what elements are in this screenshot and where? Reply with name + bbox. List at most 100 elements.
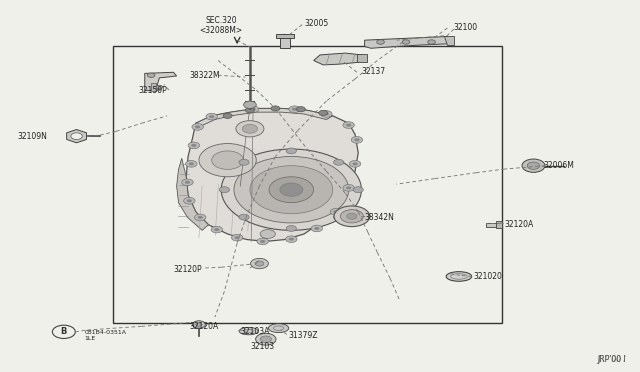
Circle shape bbox=[195, 125, 200, 128]
Polygon shape bbox=[145, 72, 177, 91]
Circle shape bbox=[187, 199, 192, 202]
Text: SEC.320
<32088M>: SEC.320 <32088M> bbox=[200, 16, 243, 35]
Text: JRP'00 I: JRP'00 I bbox=[597, 355, 626, 364]
Circle shape bbox=[333, 214, 344, 220]
Circle shape bbox=[212, 151, 244, 169]
Text: B: B bbox=[61, 327, 67, 336]
Circle shape bbox=[260, 336, 271, 343]
Text: 32137: 32137 bbox=[362, 67, 385, 76]
Polygon shape bbox=[196, 109, 333, 127]
Circle shape bbox=[346, 186, 351, 189]
Text: 38342N: 38342N bbox=[365, 213, 394, 222]
Circle shape bbox=[239, 214, 249, 220]
Circle shape bbox=[250, 166, 333, 214]
Circle shape bbox=[355, 138, 360, 141]
Bar bbox=[280, 36, 290, 48]
Circle shape bbox=[206, 113, 218, 120]
Text: 32006M: 32006M bbox=[543, 161, 574, 170]
Polygon shape bbox=[177, 158, 209, 230]
Text: 31379Z: 31379Z bbox=[288, 331, 317, 340]
Circle shape bbox=[286, 225, 296, 231]
Text: 32109N: 32109N bbox=[17, 132, 47, 141]
Circle shape bbox=[191, 144, 196, 147]
Circle shape bbox=[269, 177, 314, 203]
Circle shape bbox=[522, 159, 545, 172]
Circle shape bbox=[186, 161, 197, 167]
Bar bbox=[113, 46, 502, 323]
Circle shape bbox=[236, 121, 264, 137]
Circle shape bbox=[289, 106, 300, 112]
Circle shape bbox=[188, 142, 200, 149]
Circle shape bbox=[349, 161, 361, 167]
Circle shape bbox=[286, 148, 296, 154]
Circle shape bbox=[192, 124, 204, 130]
Circle shape bbox=[351, 137, 363, 143]
Circle shape bbox=[527, 162, 540, 169]
Polygon shape bbox=[67, 129, 86, 143]
Bar bbox=[151, 83, 156, 91]
Circle shape bbox=[182, 179, 193, 186]
Text: 32005: 32005 bbox=[304, 19, 328, 28]
Polygon shape bbox=[444, 36, 454, 45]
Circle shape bbox=[250, 259, 268, 269]
Circle shape bbox=[196, 323, 202, 326]
Circle shape bbox=[353, 162, 358, 165]
Bar bbox=[496, 221, 502, 228]
Circle shape bbox=[246, 108, 254, 113]
Circle shape bbox=[292, 108, 297, 111]
Circle shape bbox=[255, 261, 264, 266]
Ellipse shape bbox=[446, 272, 472, 281]
Text: 32103A: 32103A bbox=[241, 327, 269, 336]
Text: 38322M: 38322M bbox=[189, 71, 220, 80]
Text: 32103: 32103 bbox=[251, 342, 275, 351]
Circle shape bbox=[234, 157, 349, 223]
Text: 32120P: 32120P bbox=[173, 264, 202, 273]
Circle shape bbox=[214, 228, 220, 231]
Circle shape bbox=[377, 40, 385, 44]
Circle shape bbox=[296, 107, 305, 112]
Circle shape bbox=[319, 110, 328, 115]
Circle shape bbox=[255, 333, 276, 345]
Circle shape bbox=[285, 236, 297, 243]
Circle shape bbox=[346, 124, 351, 126]
Circle shape bbox=[243, 124, 257, 133]
Circle shape bbox=[189, 162, 194, 165]
Circle shape bbox=[235, 236, 240, 239]
Circle shape bbox=[211, 226, 223, 233]
Circle shape bbox=[321, 111, 332, 117]
Bar bbox=[357, 54, 367, 62]
Ellipse shape bbox=[239, 327, 258, 335]
Circle shape bbox=[198, 216, 203, 219]
Text: 321020: 321020 bbox=[473, 272, 502, 281]
Circle shape bbox=[289, 238, 294, 241]
Circle shape bbox=[333, 211, 339, 213]
Circle shape bbox=[147, 73, 155, 77]
Text: 081B4-0351A
1LE: 081B4-0351A 1LE bbox=[84, 330, 126, 341]
Circle shape bbox=[324, 112, 329, 115]
Circle shape bbox=[199, 144, 256, 177]
Circle shape bbox=[347, 213, 357, 219]
Circle shape bbox=[311, 225, 323, 232]
Circle shape bbox=[232, 234, 243, 241]
Circle shape bbox=[333, 159, 344, 165]
Text: 32100: 32100 bbox=[454, 23, 478, 32]
Circle shape bbox=[280, 183, 303, 196]
Circle shape bbox=[71, 133, 83, 140]
Circle shape bbox=[156, 85, 163, 89]
Bar bbox=[486, 222, 500, 227]
Circle shape bbox=[193, 321, 205, 328]
Circle shape bbox=[353, 187, 364, 193]
Circle shape bbox=[209, 115, 214, 118]
Circle shape bbox=[343, 185, 355, 191]
Circle shape bbox=[260, 230, 275, 238]
Circle shape bbox=[314, 227, 319, 230]
Circle shape bbox=[402, 40, 410, 44]
Circle shape bbox=[195, 214, 206, 221]
Text: 32150P: 32150P bbox=[138, 86, 167, 94]
Circle shape bbox=[244, 101, 256, 109]
Circle shape bbox=[343, 122, 355, 128]
Text: JRP'00 I: JRP'00 I bbox=[597, 355, 626, 364]
Circle shape bbox=[239, 159, 249, 165]
Circle shape bbox=[220, 187, 230, 193]
Circle shape bbox=[184, 198, 195, 204]
